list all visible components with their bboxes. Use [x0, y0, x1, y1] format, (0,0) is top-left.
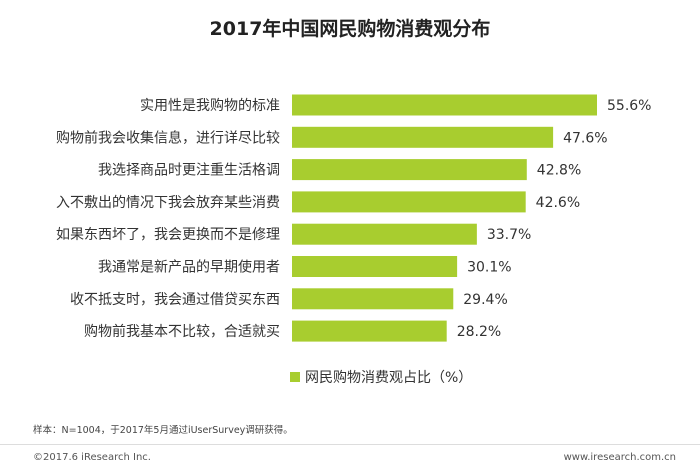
value-label: 29.4%	[463, 292, 507, 308]
category-labels: 实用性是我购物的标准购物前我会收集信息，进行详尽比较我选择商品时更注重生活格调入…	[56, 98, 280, 340]
legend-label: 网民购物消费观占比（%）	[305, 370, 473, 386]
bar	[292, 256, 458, 277]
value-label: 28.2%	[457, 324, 501, 340]
value-labels: 55.6%47.6% 42.8% 42.6% 33.7% 30.1% 29.4% 28.2%	[457, 98, 652, 340]
bar	[292, 223, 477, 245]
bar	[292, 288, 454, 310]
sample-note: 样本：N=1004，于2017年5月通过iUserSurvey调研获得。	[33, 425, 293, 436]
bar-chart: 实用性是我购物的标准购物前我会收集信息，进行详尽比较我选择商品时更注重生活格调入…	[56, 94, 652, 342]
value-label: 33.7%	[487, 227, 531, 243]
legend-swatch	[290, 372, 300, 382]
value-label: 55.6%	[607, 98, 651, 114]
bar	[292, 126, 554, 148]
value-label: 42.8%	[537, 163, 581, 179]
bar	[292, 320, 447, 342]
category-label: 实用性是我购物的标准	[140, 98, 280, 114]
chart-title: 2017年中国网民购物消费观分布	[209, 18, 491, 40]
value-label: 30.1%	[467, 260, 511, 276]
category-label: 购物前我会收集信息，进行详尽比较	[56, 129, 280, 146]
value-label: 42.6%	[536, 195, 580, 211]
bar	[292, 191, 526, 213]
value-label: 47.6%	[563, 130, 607, 146]
category-label: 如果东西坏了，我会更换而不是修理	[56, 226, 280, 243]
copyright-text: ©2017.6 iResearch Inc.	[33, 452, 151, 463]
category-label: 购物前我基本不比较，合适就买	[84, 323, 280, 340]
bar	[292, 159, 527, 181]
category-label: 我通常是新产品的早期使用者	[98, 259, 280, 276]
category-label: 我选择商品时更注重生活格调	[98, 163, 280, 179]
legend: 网民购物消费观占比（%）	[290, 367, 472, 387]
footer-divider	[0, 444, 700, 445]
bars	[292, 94, 597, 342]
website-text: www.iresearch.com.cn	[563, 452, 676, 463]
category-label: 入不敷出的情况下我会放弃某些消费	[56, 195, 280, 211]
bar	[292, 94, 597, 116]
category-label: 收不抵支时，我会通过借贷买东西	[70, 292, 280, 308]
